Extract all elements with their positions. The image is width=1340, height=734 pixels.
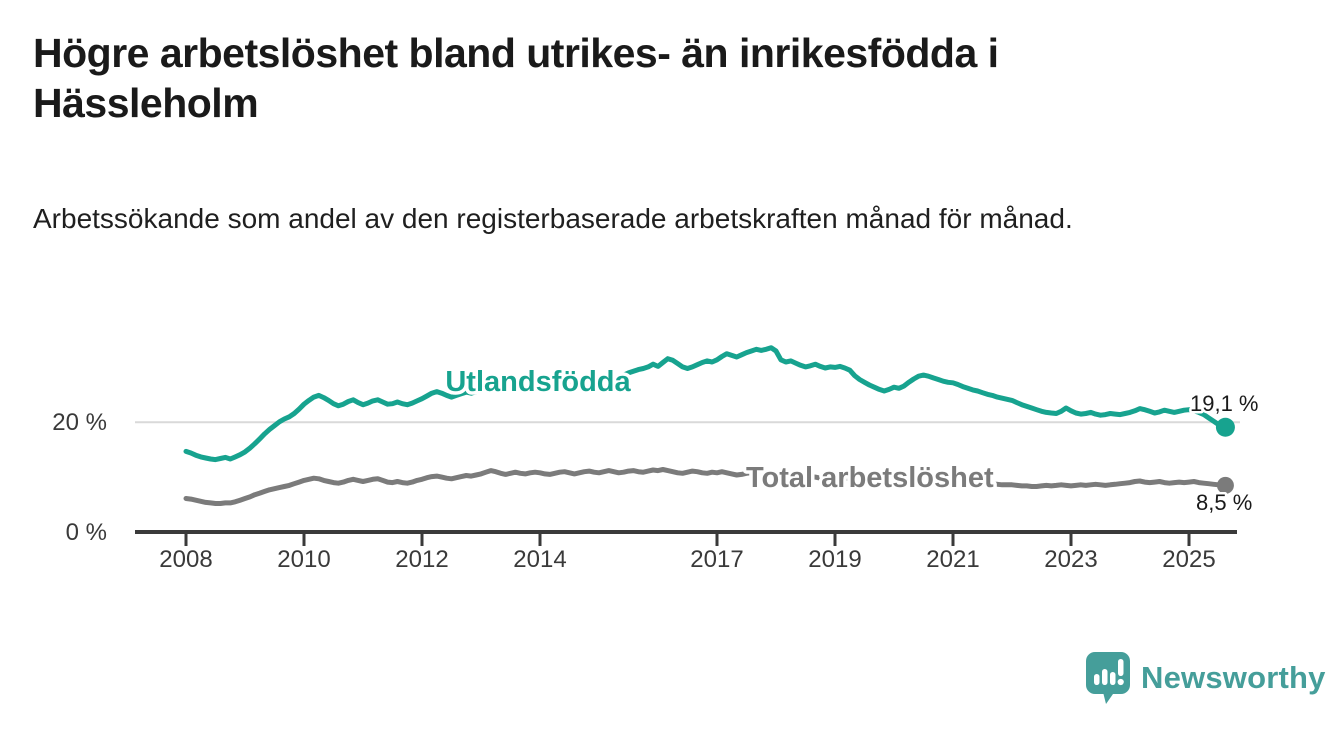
x-tick-label: 2008: [159, 546, 212, 573]
x-tick-label: 2021: [926, 546, 979, 573]
newsworthy-logo-icon: [1086, 652, 1130, 704]
chart-geometry: [135, 345, 1240, 546]
branding: Newsworthy: [1086, 652, 1326, 704]
y-tick-label-0: 0 %: [66, 519, 107, 546]
x-tick-label: 2010: [277, 546, 330, 573]
chart-title: Högre arbetslöshet bland utrikes- än inr…: [33, 30, 999, 127]
chart-subtitle: Arbetssökande som andel av den registerb…: [33, 203, 1073, 234]
x-tick-label: 2012: [395, 546, 448, 573]
x-tick-label: 2014: [513, 546, 566, 573]
x-tick-label: 2019: [808, 546, 861, 573]
x-tick-label: 2017: [690, 546, 743, 573]
end-value-utlandsfodda: 19,1 %: [1190, 391, 1259, 416]
x-tick-label: 2025: [1162, 546, 1215, 573]
y-tick-label-20: 20 %: [52, 409, 107, 436]
x-tick-label: 2023: [1044, 546, 1097, 573]
series-label-utlandsfodda: Utlandsfödda: [445, 366, 631, 398]
newsworthy-logo-text: Newsworthy: [1141, 660, 1326, 695]
end-value-total-arbetsloshet: 8,5 %: [1196, 490, 1252, 515]
series-label-total-arbetsloshet: Total arbetslöshet: [746, 462, 994, 494]
